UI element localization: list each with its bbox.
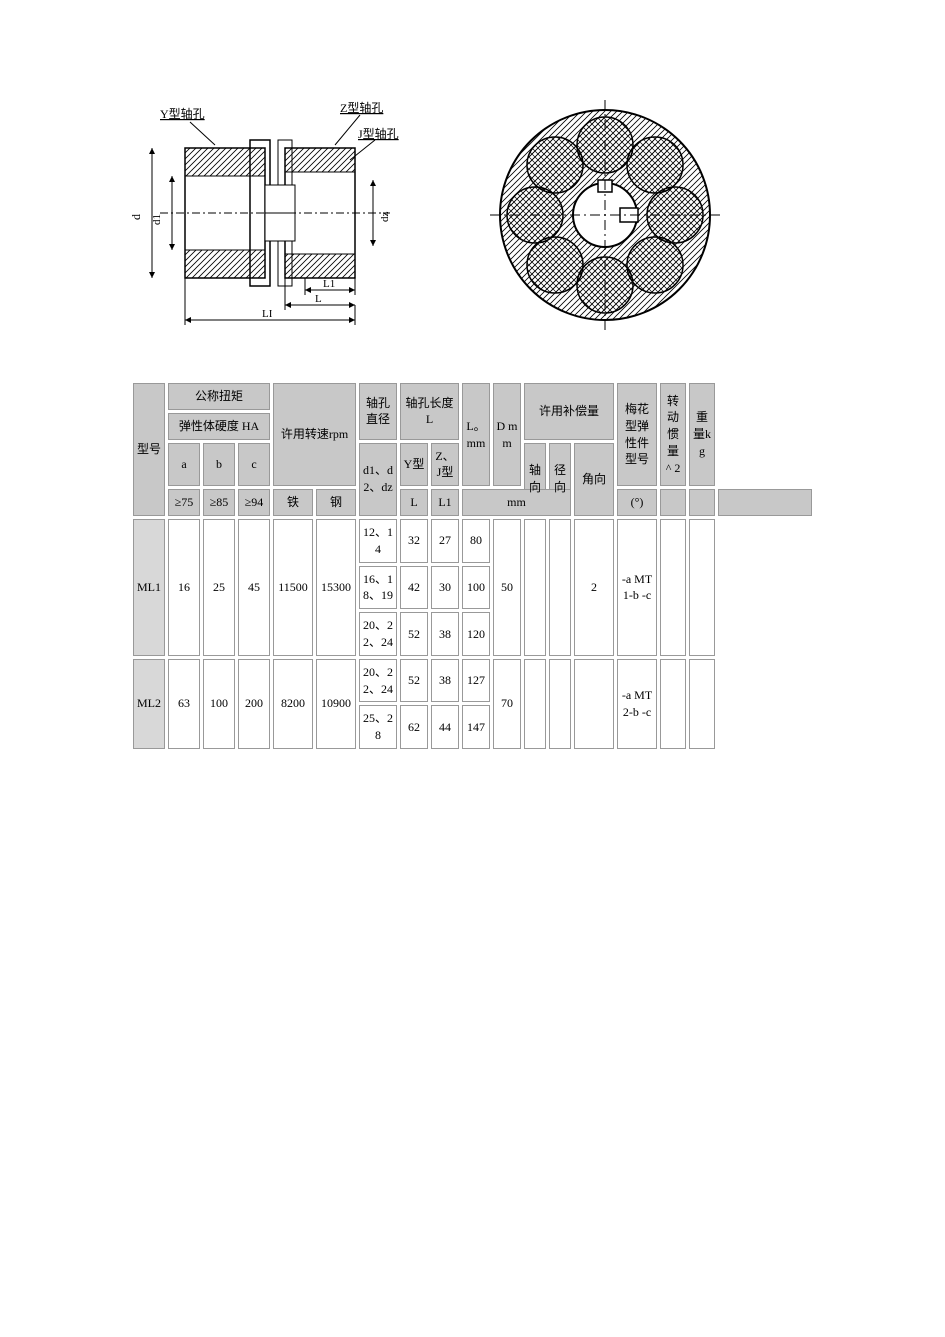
- j-hole-label: J型轴孔: [358, 126, 399, 141]
- hdr-d1d2dz: d1、d2、dz: [359, 443, 397, 516]
- y-hole-label: Y型轴孔: [160, 106, 205, 121]
- svg-text:d: d: [130, 214, 143, 220]
- svg-text:LI: LI: [262, 308, 273, 320]
- ml1-L1-1: 30: [431, 566, 459, 610]
- hdr-iron: 铁: [273, 489, 313, 516]
- hdr-weight-blank: [718, 489, 812, 516]
- ml2-d-0: 20、22、24: [359, 659, 397, 703]
- ml2-iron: 8200: [273, 659, 313, 749]
- ml2-L1-1: 44: [431, 705, 459, 749]
- ml1-L-1: 42: [400, 566, 428, 610]
- ml2-L1-0: 38: [431, 659, 459, 703]
- hdr-zjtype: Z、J型: [431, 443, 459, 487]
- hdr-inertia-blank: [689, 489, 715, 516]
- ml2-a: 63: [168, 659, 200, 749]
- ml2-steel: 10900: [316, 659, 356, 749]
- ml1-a: 16: [168, 519, 200, 656]
- ml2-weight: [689, 659, 715, 749]
- ml2-inertia: [660, 659, 686, 749]
- diagram-row: Y型轴孔 Z型轴孔 J型轴孔 d: [130, 100, 945, 330]
- hdr-ytype: Y型: [400, 443, 428, 487]
- ml1-Lo-2: 120: [462, 612, 490, 656]
- hdr-L1: L1: [431, 489, 459, 516]
- ml1-axial: [524, 519, 546, 656]
- ml1-weight: [689, 519, 715, 656]
- ml2-D: 70: [493, 659, 521, 749]
- hdr-model: 型号: [133, 383, 165, 516]
- spec-table: 型号 公称扭矩 许用转速rpm 轴孔直径 轴孔长度 L L。mm D mm 许用…: [130, 380, 815, 752]
- header-row-1: 型号 公称扭矩 许用转速rpm 轴孔直径 轴孔长度 L L。mm D mm 许用…: [133, 383, 812, 410]
- hdr-bore-len: 轴孔长度 L: [400, 383, 459, 440]
- ml1-D: 50: [493, 519, 521, 656]
- ml1-d-1: 16、18、19: [359, 566, 397, 610]
- hdr-L: L: [400, 489, 428, 516]
- ml2-axial: [524, 659, 546, 749]
- header-row-4: ≥75 ≥85 ≥94 铁 钢 L L1 mm (°): [133, 489, 812, 516]
- ml1-L-0: 32: [400, 519, 428, 563]
- ml2-L-0: 52: [400, 659, 428, 703]
- ml2-Lo-1: 147: [462, 705, 490, 749]
- ml2-radial: [549, 659, 571, 749]
- ml1-L1-2: 38: [431, 612, 459, 656]
- hdr-lo: L。mm: [462, 383, 490, 486]
- hdr-b: b: [203, 443, 235, 487]
- ml1-L-2: 52: [400, 612, 428, 656]
- ml1-d-2: 20、22、24: [359, 612, 397, 656]
- hdr-steel: 钢: [316, 489, 356, 516]
- ml2-d-1: 25、28: [359, 705, 397, 749]
- hdr-plum: 梅花型弹性件型号: [617, 383, 657, 486]
- ml1-steel: 15300: [316, 519, 356, 656]
- hdr-hardness: 弹性体硬度 HA: [168, 413, 270, 440]
- row-ml1-1: ML1 16 25 45 11500 15300 12、14 32 27 80 …: [133, 519, 812, 563]
- svg-text:d1: d1: [151, 214, 163, 225]
- hdr-plum-blank: [660, 489, 686, 516]
- z-hole-label: Z型轴孔: [340, 100, 383, 115]
- ml2-b: 100: [203, 659, 235, 749]
- svg-text:dz: dz: [379, 212, 391, 223]
- hdr-inertia: 转动惯量 ^ 2: [660, 383, 686, 486]
- ml1-L1-0: 27: [431, 519, 459, 563]
- ml2-Lo-0: 127: [462, 659, 490, 703]
- svg-text:L1: L1: [323, 278, 335, 290]
- ml1-plum: -a MT1-b -c: [617, 519, 657, 656]
- page: Y型轴孔 Z型轴孔 J型轴孔 d: [0, 0, 945, 812]
- hdr-c: c: [238, 443, 270, 487]
- hdr-angular: 角向: [574, 443, 614, 516]
- ml2-L-1: 62: [400, 705, 428, 749]
- ml1-Lo-0: 80: [462, 519, 490, 563]
- hdr-weight: 重量kg: [689, 383, 715, 486]
- ml1-iron: 11500: [273, 519, 313, 656]
- cross-section-diagram: Y型轴孔 Z型轴孔 J型轴孔 d: [130, 100, 430, 330]
- hdr-torque: 公称扭矩: [168, 383, 270, 410]
- front-view-diagram: [490, 100, 720, 330]
- svg-text:L: L: [315, 293, 322, 305]
- ml2-model: ML2: [133, 659, 165, 749]
- hdr-ge94: ≥94: [238, 489, 270, 516]
- ml1-inertia: [660, 519, 686, 656]
- hdr-comp: 许用补偿量: [524, 383, 614, 440]
- hdr-a: a: [168, 443, 200, 487]
- ml1-b: 25: [203, 519, 235, 656]
- ml2-angular: [574, 659, 614, 749]
- ml1-model: ML1: [133, 519, 165, 656]
- hdr-deg: (°): [617, 489, 657, 516]
- hdr-ge85: ≥85: [203, 489, 235, 516]
- hdr-bore-dia: 轴孔直径: [359, 383, 397, 440]
- ml1-c: 45: [238, 519, 270, 656]
- ml1-angular: 2: [574, 519, 614, 656]
- ml1-Lo-1: 100: [462, 566, 490, 610]
- hdr-speed: 许用转速rpm: [273, 383, 356, 486]
- row-ml2-1: ML2 63 100 200 8200 10900 20、22、24 52 38…: [133, 659, 812, 703]
- ml1-radial: [549, 519, 571, 656]
- spec-table-wrap: 型号 公称扭矩 许用转速rpm 轴孔直径 轴孔长度 L L。mm D mm 许用…: [130, 380, 815, 752]
- hdr-d: D mm: [493, 383, 521, 486]
- ml2-c: 200: [238, 659, 270, 749]
- hdr-ge75: ≥75: [168, 489, 200, 516]
- ml2-plum: -a MT2-b -c: [617, 659, 657, 749]
- ml1-d-0: 12、14: [359, 519, 397, 563]
